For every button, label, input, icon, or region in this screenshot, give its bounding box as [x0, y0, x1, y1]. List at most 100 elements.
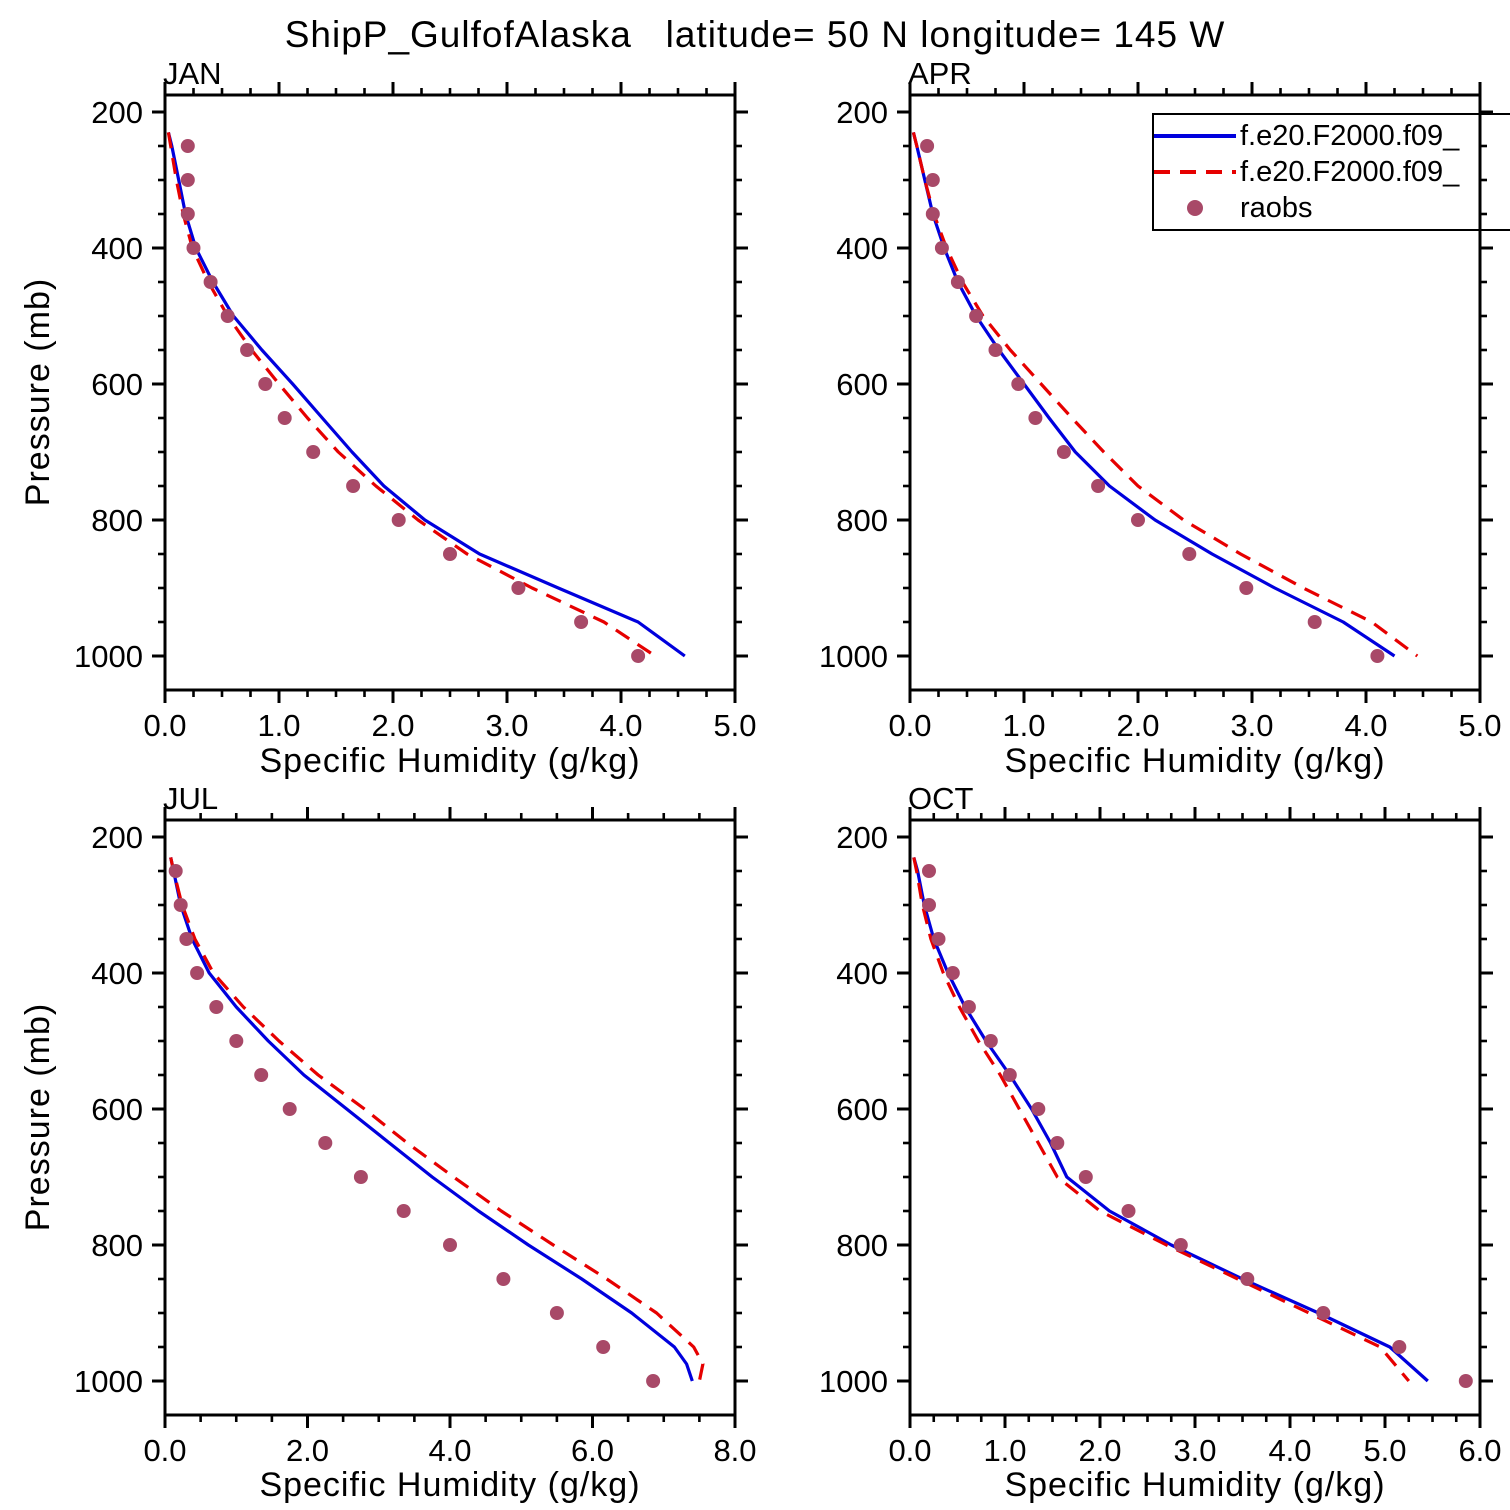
marker-raobs	[961, 1000, 976, 1014]
marker-raobs	[396, 1204, 411, 1218]
marker-raobs	[240, 343, 255, 357]
marker-raobs	[1182, 547, 1197, 561]
x-tick-label: 0.0	[143, 1433, 186, 1468]
y-tick-label: 200	[91, 820, 143, 855]
marker-raobs	[969, 309, 984, 323]
marker-raobs	[1131, 513, 1145, 527]
y-tick-label: 800	[836, 503, 888, 538]
marker-raobs	[931, 932, 946, 946]
marker-raobs	[1370, 649, 1385, 663]
marker-raobs	[1239, 581, 1254, 595]
y-tick-label: 1000	[74, 639, 143, 674]
marker-raobs	[934, 241, 949, 255]
marker-raobs	[173, 898, 188, 912]
x-axis-label-oct: Specific Humidity (g/kg)	[1004, 1466, 1386, 1504]
marker-raobs	[443, 547, 457, 561]
marker-raobs	[180, 173, 195, 187]
y-tick-label: 1000	[819, 1364, 888, 1399]
marker-raobs	[1121, 1204, 1136, 1218]
y-tick-label: 1000	[74, 1364, 143, 1399]
x-axis-label-jul: Specific Humidity (g/kg)	[259, 1466, 641, 1504]
marker-raobs	[1091, 479, 1106, 493]
marker-raobs	[646, 1374, 661, 1388]
marker-raobs	[258, 377, 273, 391]
y-tick-label: 600	[836, 367, 888, 402]
marker-raobs	[922, 864, 936, 878]
x-axis-label-apr: Specific Humidity (g/kg)	[1004, 742, 1386, 780]
series-model-solid	[912, 856, 1429, 1383]
x-tick-label: 0.0	[888, 708, 931, 743]
marker-raobs	[179, 932, 194, 946]
y-tick-label: 400	[836, 231, 888, 266]
x-tick-label: 5.0	[1458, 708, 1501, 743]
marker-raobs	[391, 513, 406, 527]
x-tick-label: 3.0	[1230, 708, 1273, 743]
marker-raobs	[203, 275, 218, 289]
marker-raobs	[511, 581, 526, 595]
legend: f.e20.F2000.f09_ f.e20.F2000.f09_ raobs	[1152, 113, 1510, 231]
marker-raobs	[318, 1136, 333, 1150]
y-tick-label: 800	[836, 1228, 888, 1263]
marker-raobs	[1392, 1340, 1407, 1354]
x-tick-label: 2.0	[286, 1433, 329, 1468]
y-tick-label: 400	[91, 956, 143, 991]
x-tick-label: 0.0	[888, 1433, 931, 1468]
series-model-solid	[166, 132, 686, 658]
marker-raobs	[1458, 1374, 1473, 1388]
marker-raobs	[988, 343, 1003, 357]
marker-raobs	[925, 173, 940, 187]
legend-label-model-solid: f.e20.F2000.f09_	[1240, 119, 1460, 152]
marker-raobs	[1078, 1170, 1093, 1184]
series-model-dashed	[166, 132, 657, 658]
y-tick-label: 400	[91, 231, 143, 266]
marker-raobs	[1002, 1068, 1017, 1082]
x-tick-label: 0.0	[143, 708, 186, 743]
marker-raobs	[1240, 1272, 1255, 1286]
marker-raobs	[1056, 445, 1071, 459]
x-tick-label: 4.0	[599, 708, 642, 743]
marker-raobs	[1173, 1238, 1188, 1252]
marker-raobs	[1050, 1136, 1065, 1150]
legend-solid-line-icon	[1154, 134, 1236, 138]
marker-raobs	[277, 411, 292, 425]
series-model-dashed	[169, 857, 705, 1382]
marker-raobs	[1307, 615, 1322, 629]
marker-raobs	[254, 1068, 269, 1082]
plot-frame	[908, 93, 1482, 692]
marker-raobs	[180, 207, 195, 221]
y-tick-label: 200	[836, 95, 888, 130]
marker-raobs	[1011, 377, 1026, 391]
x-tick-label: 5.0	[1363, 1433, 1406, 1468]
y-tick-label: 200	[91, 95, 143, 130]
x-tick-label: 3.0	[1173, 1433, 1216, 1468]
legend-dot-icon	[1154, 200, 1236, 216]
y-tick-label: 200	[836, 820, 888, 855]
panel-label-apr: APR	[908, 56, 972, 91]
marker-raobs	[922, 898, 936, 912]
marker-raobs	[496, 1272, 511, 1286]
x-tick-label: 3.0	[485, 708, 528, 743]
chart-title: ShipP_GulfofAlaska latitude= 50 N longit…	[284, 14, 1226, 55]
x-axis-label-jan: Specific Humidity (g/kg)	[259, 742, 641, 780]
marker-raobs	[1316, 1306, 1331, 1320]
series-model-dashed	[912, 857, 1411, 1383]
legend-dashed-line-icon	[1154, 170, 1236, 174]
marker-raobs	[925, 207, 940, 221]
marker-raobs	[306, 445, 321, 459]
x-tick-label: 2.0	[1078, 1433, 1121, 1468]
marker-raobs	[168, 864, 183, 878]
y-tick-label: 400	[836, 956, 888, 991]
marker-raobs	[549, 1306, 564, 1320]
marker-raobs	[282, 1102, 297, 1116]
marker-raobs	[945, 966, 960, 980]
plot-frame	[163, 818, 737, 1417]
marker-raobs	[1031, 1102, 1046, 1116]
marker-raobs	[209, 1000, 224, 1014]
marker-raobs	[180, 139, 195, 153]
series-model-dashed	[911, 132, 1419, 658]
panel-label-oct: OCT	[908, 781, 974, 816]
legend-row-model-solid: f.e20.F2000.f09_	[1154, 118, 1510, 154]
